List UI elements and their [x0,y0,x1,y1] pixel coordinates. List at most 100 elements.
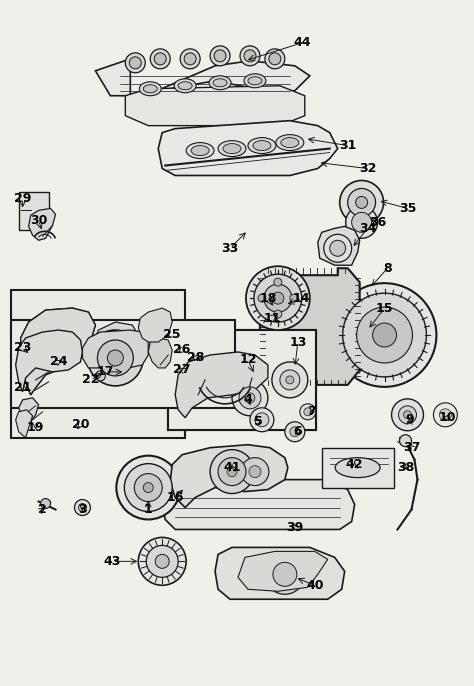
Polygon shape [170,445,288,508]
Circle shape [273,563,297,587]
Circle shape [246,266,310,330]
Text: 27: 27 [173,364,191,377]
Text: 15: 15 [376,302,393,315]
Circle shape [346,206,378,238]
Circle shape [280,370,300,390]
Text: 41: 41 [223,461,241,474]
Polygon shape [125,86,305,126]
Polygon shape [92,322,140,370]
Circle shape [290,294,298,302]
Circle shape [232,380,268,416]
Text: 4: 4 [244,393,252,406]
Circle shape [227,466,237,477]
Ellipse shape [248,77,262,85]
Text: 32: 32 [359,162,376,175]
Polygon shape [95,59,310,113]
Circle shape [258,294,266,302]
Polygon shape [138,308,172,342]
Text: 7: 7 [308,405,316,418]
Ellipse shape [186,143,214,158]
Circle shape [146,545,178,578]
Circle shape [245,393,255,403]
Circle shape [272,362,308,398]
Circle shape [240,46,260,66]
Text: 23: 23 [14,342,31,355]
Circle shape [98,340,133,376]
Circle shape [155,554,169,568]
Ellipse shape [281,138,299,147]
Bar [168,330,316,429]
Circle shape [125,53,145,73]
Text: 25: 25 [164,327,181,340]
Text: 17: 17 [97,366,114,379]
Bar [11,290,185,438]
Circle shape [87,330,143,386]
Text: 2: 2 [38,503,47,516]
Circle shape [180,49,200,69]
Text: 22: 22 [82,373,99,386]
Circle shape [356,307,412,363]
Text: 43: 43 [104,555,121,568]
Circle shape [340,180,383,224]
Text: 29: 29 [14,192,31,205]
Circle shape [124,464,172,512]
Circle shape [330,240,346,257]
Circle shape [129,57,141,69]
Text: 35: 35 [399,202,416,215]
Text: 33: 33 [221,241,238,255]
Circle shape [150,49,170,69]
Text: 13: 13 [289,335,307,348]
Ellipse shape [213,79,227,86]
Circle shape [95,371,105,381]
Circle shape [134,473,162,501]
Polygon shape [21,308,95,395]
Circle shape [274,310,282,318]
Polygon shape [18,398,38,425]
Text: 8: 8 [383,262,392,274]
Circle shape [290,427,300,437]
Circle shape [274,279,282,286]
Text: 14: 14 [293,292,310,305]
Circle shape [399,406,417,424]
Circle shape [286,376,294,384]
Ellipse shape [253,141,271,150]
Circle shape [138,537,186,585]
Bar [11,320,235,407]
Polygon shape [148,338,172,368]
Text: 19: 19 [27,421,44,434]
Circle shape [184,53,196,64]
Text: 24: 24 [50,355,67,368]
Circle shape [254,274,302,322]
Circle shape [210,46,230,66]
Circle shape [244,50,256,62]
Circle shape [439,409,451,421]
Ellipse shape [178,82,192,90]
Text: 42: 42 [346,458,364,471]
Text: 44: 44 [293,36,310,49]
Text: 40: 40 [306,579,324,592]
Ellipse shape [139,82,161,96]
Ellipse shape [191,145,209,156]
Circle shape [41,499,51,508]
Ellipse shape [209,75,231,90]
Text: 18: 18 [259,292,277,305]
Text: 36: 36 [369,216,386,229]
Circle shape [300,404,316,420]
Polygon shape [16,330,82,392]
Polygon shape [215,547,345,600]
Circle shape [343,293,427,377]
Polygon shape [238,552,328,591]
Circle shape [433,403,457,427]
Ellipse shape [218,141,246,156]
Text: 37: 37 [403,441,420,454]
Circle shape [265,554,305,594]
Polygon shape [16,410,33,438]
Circle shape [269,53,281,64]
Circle shape [264,284,292,312]
Text: 6: 6 [293,425,302,438]
Circle shape [210,450,254,493]
Text: 12: 12 [239,353,257,366]
Circle shape [403,411,411,418]
Text: 31: 31 [339,139,356,152]
Text: 3: 3 [78,503,87,516]
